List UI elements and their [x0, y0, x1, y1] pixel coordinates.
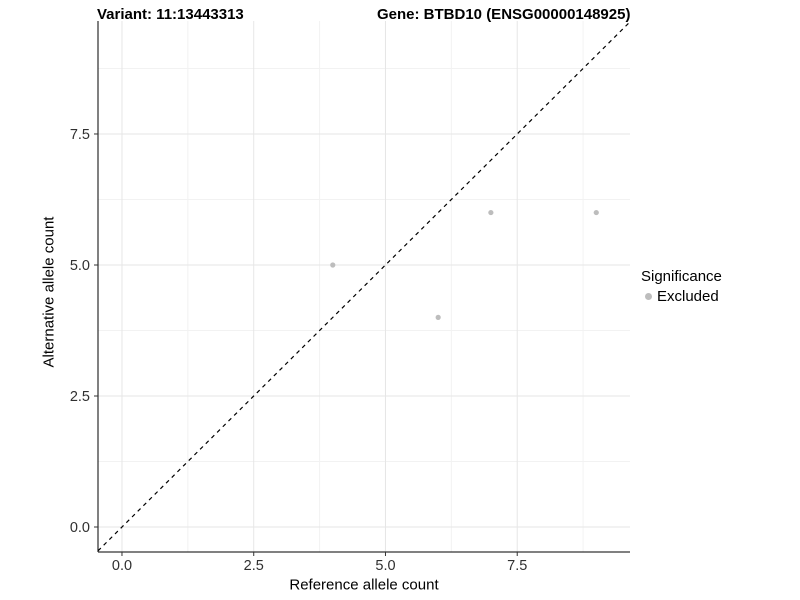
data-point [488, 209, 494, 216]
y-tick-label: 2.5 [70, 389, 90, 405]
identity-line [97, 21, 631, 552]
x-tick-label: 5.0 [375, 558, 395, 574]
y-tick-label: 0.0 [70, 520, 90, 536]
plot-title-variant: Variant: 11:13443313 [97, 6, 244, 23]
x-tick-label: 0.0 [112, 558, 132, 574]
data-point [435, 314, 441, 320]
legend-item-label: Excluded [657, 288, 719, 305]
plot-panel: 0.0 2.5 5.0 7.5 0.0 2.5 5.0 7.5 [70, 21, 631, 574]
y-tick-label: 7.5 [70, 127, 90, 143]
data-point [330, 262, 336, 268]
legend-key-circle-icon [645, 293, 652, 300]
legend-item-excluded: Excluded [641, 288, 722, 305]
legend: Significance Excluded [641, 268, 722, 305]
x-axis-title: Reference allele count [289, 576, 439, 594]
plot-title-gene: Gene: BTBD10 (ENSG00000148925) [377, 6, 631, 23]
y-axis-title: Alternative allele count [40, 216, 58, 368]
legend-title: Significance [641, 268, 722, 285]
x-tick-label: 7.5 [507, 558, 527, 574]
y-tick-label: 5.0 [70, 258, 90, 274]
data-point [593, 209, 599, 216]
x-tick-label: 2.5 [244, 558, 264, 574]
